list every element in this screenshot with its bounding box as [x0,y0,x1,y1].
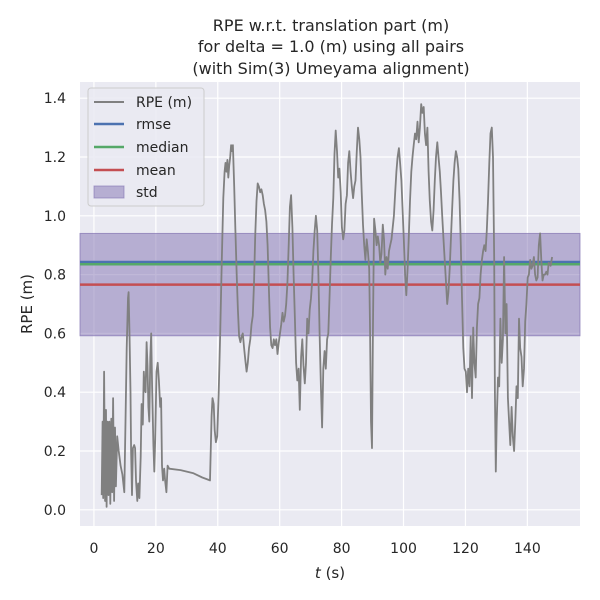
y-tick-label: 1.0 [44,209,66,225]
legend-label-rpe: RPE (m) [136,95,192,111]
y-tick-label: 0.0 [44,503,66,519]
x-tick-label: 60 [271,541,289,557]
y-tick-label: 0.4 [44,385,66,401]
legend-swatch-std [93,185,125,199]
legend-label-std: std [136,185,158,201]
x-tick-label: 140 [514,541,541,557]
x-tick-label: 120 [452,541,479,557]
rpe-series-line [100,103,553,508]
legend-label-rmse: rmse [136,117,171,133]
legend-label-mean: mean [136,163,176,179]
x-tick-label: 20 [147,541,165,557]
legend-box [87,87,205,207]
x-axis-unit: (s) [321,564,345,582]
x-tick-label: 80 [333,541,351,557]
y-axis-label: RPE (m) [18,274,36,334]
legend-label-median: median [136,140,188,156]
chart-title-line-2: for delta = 1.0 (m) using all pairs [198,37,464,56]
chart-title-line-1: RPE w.r.t. translation part (m) [213,16,449,35]
legend: RPE (m) rmse median mean std [87,87,205,207]
x-axis-label: t (s) [315,564,345,582]
x-tick-labels: 0 20 40 60 80 100 120 140 [89,541,540,557]
y-tick-label: 0.8 [44,268,66,284]
y-tick-label: 0.6 [44,326,66,342]
x-tick-label: 0 [89,541,98,557]
x-axis-variable: t [315,564,322,582]
y-tick-label: 1.4 [44,91,66,107]
chart-title-line-3: (with Sim(3) Umeyama alignment) [192,59,469,78]
x-tick-label: 100 [390,541,417,557]
x-tick-label: 40 [209,541,227,557]
y-tick-label: 1.2 [44,150,66,166]
series-layer [100,103,553,508]
y-tick-label: 0.2 [44,444,66,460]
y-tick-labels: 0.0 0.2 0.4 0.6 0.8 1.0 1.2 1.4 [44,91,66,519]
